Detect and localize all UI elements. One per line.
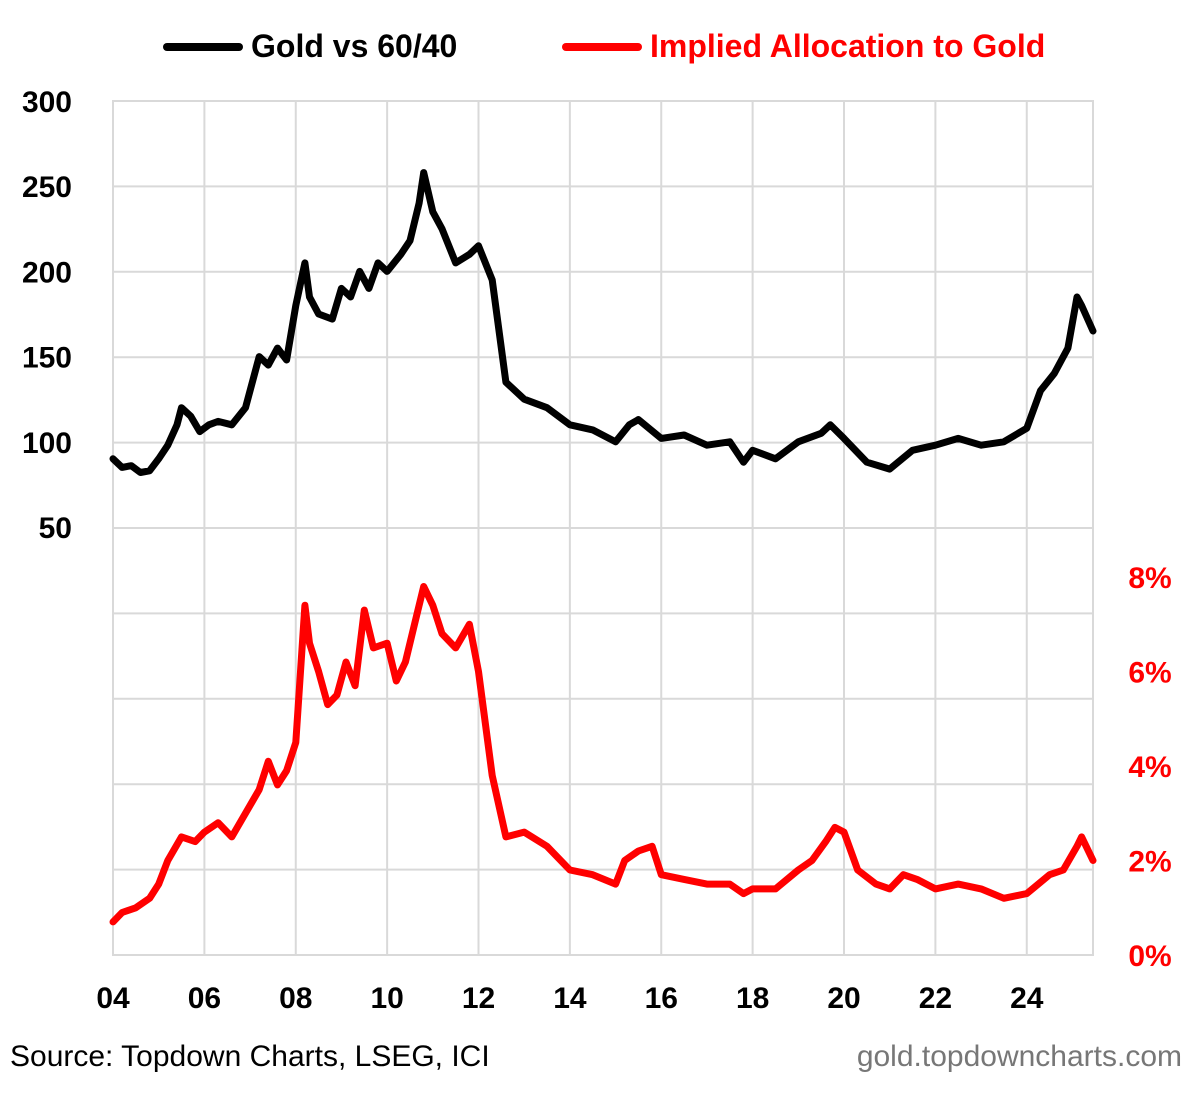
right-y-tick-label: 4% (1128, 751, 1171, 784)
x-tick-label: 10 (370, 982, 403, 1015)
left-y-tick-label: 250 (22, 171, 72, 204)
legend-swatch-implied-allocation (562, 42, 642, 51)
left-y-tick-label: 300 (22, 86, 72, 119)
series-line-implied-allocation (109, 583, 1097, 926)
x-tick-label: 04 (96, 982, 130, 1015)
x-tick-label: 24 (1010, 982, 1044, 1015)
x-tick-label: 08 (279, 982, 312, 1015)
source-note: Source: Topdown Charts, LSEG, ICI (10, 1040, 490, 1073)
x-tick-label: 06 (188, 982, 221, 1015)
right-y-tick-label: 2% (1128, 846, 1171, 879)
x-tick-label: 20 (827, 982, 860, 1015)
left-y-tick-label: 150 (22, 342, 72, 375)
right-y-tick-label: 6% (1128, 657, 1171, 690)
right-y-tick-label: 8% (1128, 562, 1171, 595)
series-line-gold-vs-6040 (109, 169, 1097, 476)
left-y-tick-label: 50 (39, 512, 72, 545)
x-tick-label: 16 (645, 982, 678, 1015)
left-y-tick-label: 200 (22, 256, 72, 289)
legend-swatch-gold-vs-6040 (163, 42, 243, 51)
legend-label-implied-allocation: Implied Allocation to Gold (650, 28, 1046, 64)
legend-label-gold-vs-6040: Gold vs 60/40 (251, 28, 458, 64)
right-y-tick-label: 0% (1128, 940, 1171, 973)
legend-item-implied-allocation: Implied Allocation to Gold (562, 28, 1045, 65)
left-y-tick-label: 100 (22, 427, 72, 460)
x-tick-label: 14 (553, 982, 587, 1015)
x-tick-label: 12 (462, 982, 495, 1015)
x-tick-label: 18 (736, 982, 769, 1015)
legend-item-gold-vs-6040: Gold vs 60/40 (163, 28, 457, 65)
website-credit: gold.topdowncharts.com (856, 1040, 1182, 1073)
x-tick-label: 22 (919, 982, 952, 1015)
legend: Gold vs 60/40 Implied Allocation to Gold (0, 28, 1200, 76)
